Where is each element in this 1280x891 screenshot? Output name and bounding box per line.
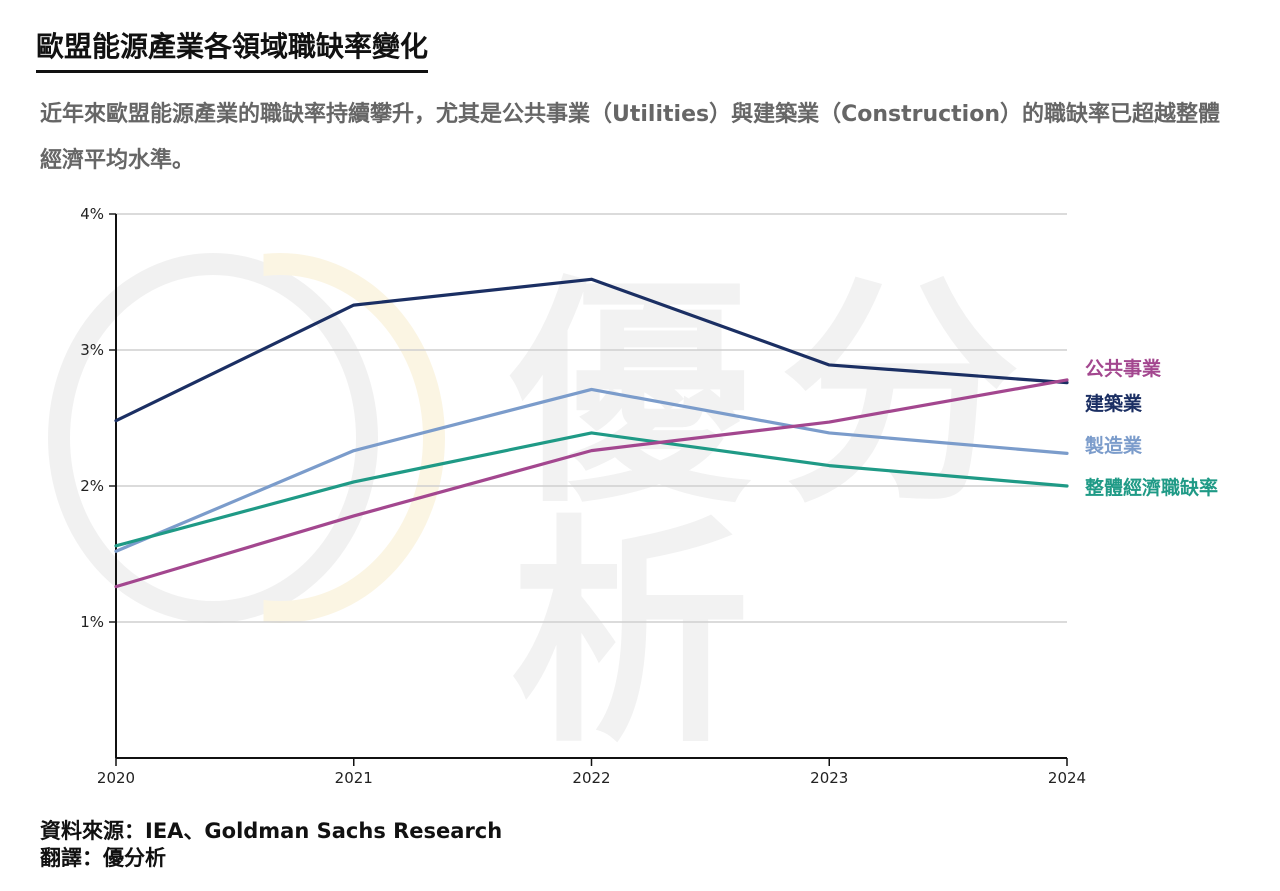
x-tick-label-2024: 2024 (1048, 769, 1086, 787)
y-tick-label-2: 2% (80, 477, 104, 495)
series-line-2 (114, 387, 1069, 553)
series-line-4 (114, 378, 1069, 589)
chart-subtitle: 近年來歐盟能源產業的職缺率持續攀升，尤其是公共事業（Utilities）與建築業… (40, 102, 1221, 173)
series-label-2: 製造業 (1084, 434, 1143, 457)
y-tick-label-1: 1% (80, 613, 104, 631)
y-tick-label-3: 3% (80, 341, 104, 359)
series-line-3 (114, 431, 1069, 548)
series-line-1 (114, 277, 1069, 423)
series-label-3: 整體經濟職缺率 (1085, 476, 1218, 499)
translation-note: 翻譯：優分析 (40, 846, 166, 870)
series-label-1: 建築業 (1085, 392, 1143, 415)
series-label-4: 公共事業 (1085, 357, 1162, 380)
x-tick-label-2023: 2023 (810, 769, 848, 787)
chart-title: 歐盟能源產業各領域職缺率變化 (36, 30, 429, 73)
x-tick-label-2020: 2020 (97, 769, 135, 787)
source-note: 資料來源：IEA、Goldman Sachs Research (40, 819, 503, 843)
y-tick-label-4: 4% (80, 205, 104, 223)
footer: 資料來源：IEA、Goldman Sachs Research 翻譯：優分析 (40, 818, 502, 872)
x-tick-label-2021: 2021 (335, 769, 373, 787)
x-tick-label-2022: 2022 (572, 769, 610, 787)
